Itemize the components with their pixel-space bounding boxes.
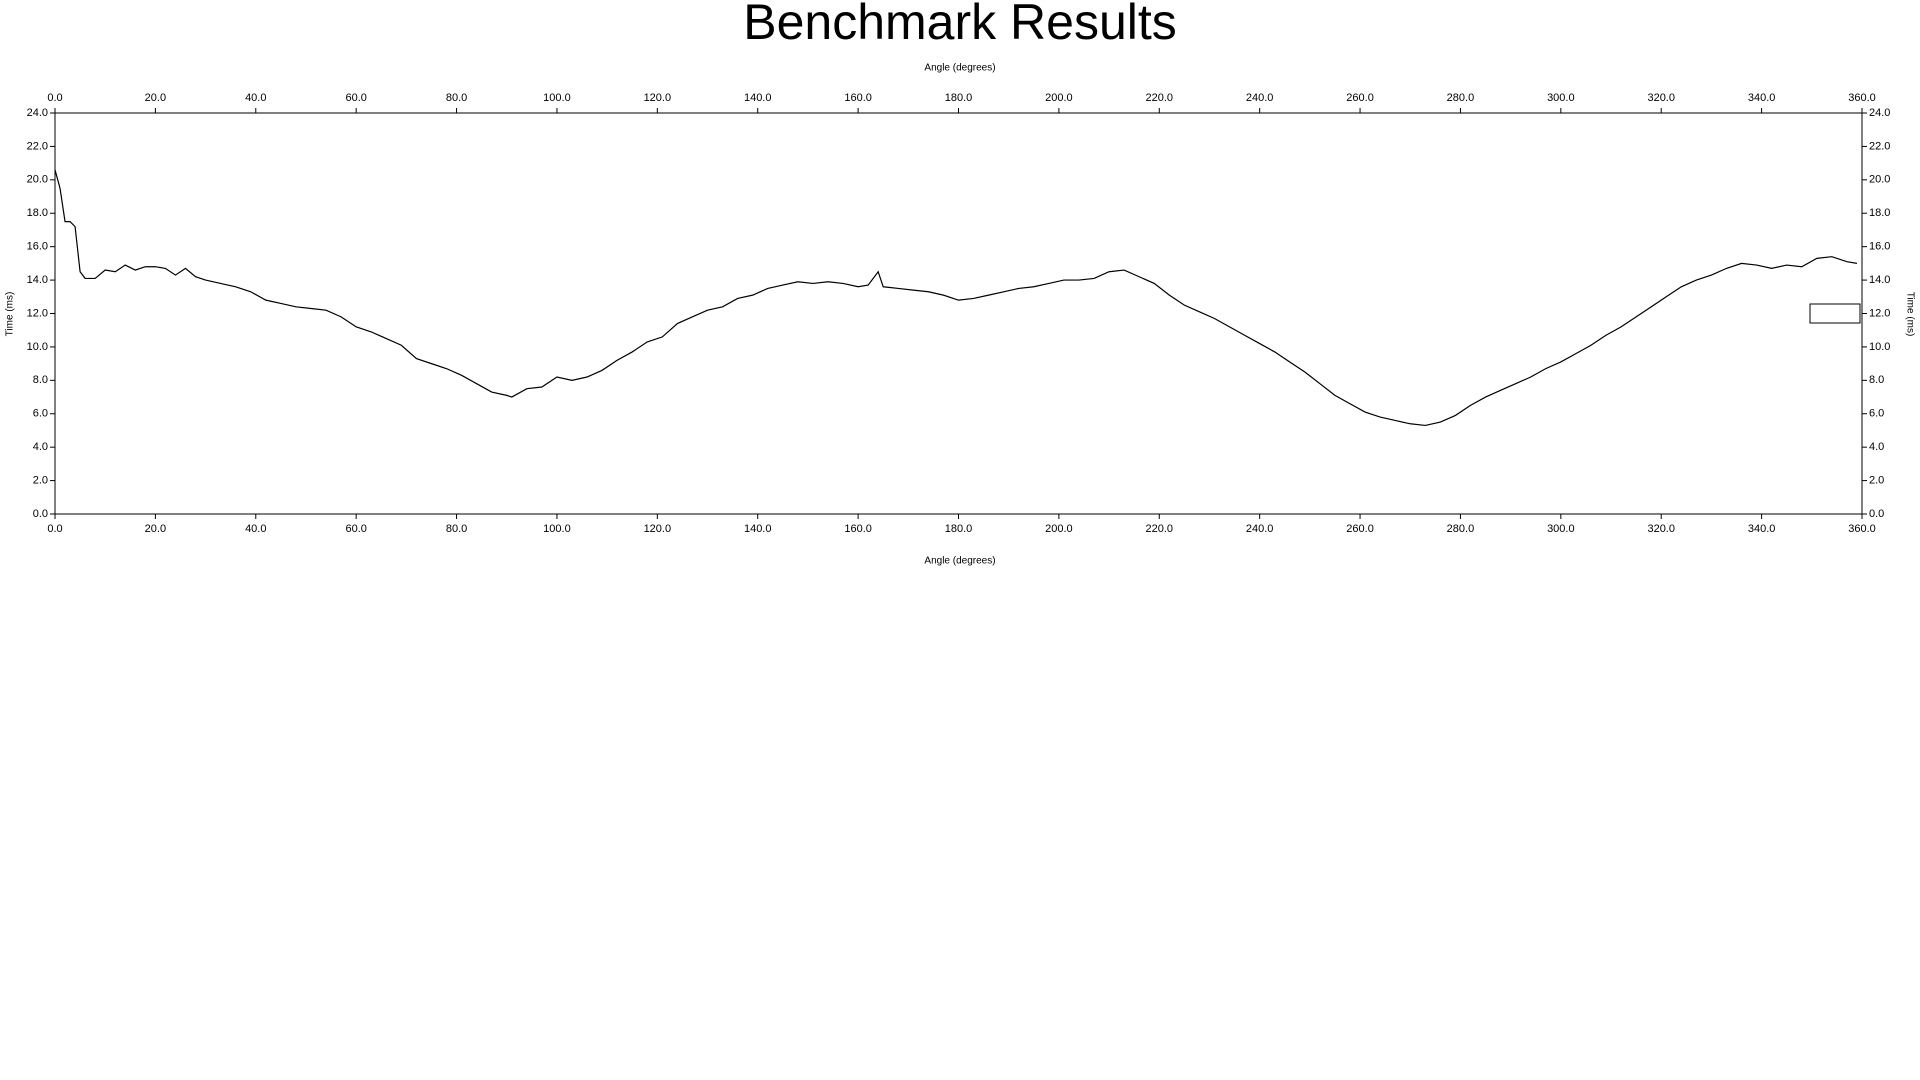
y-tick-label: 12.0 xyxy=(27,307,48,319)
x-tick-label-top: 240.0 xyxy=(1246,92,1274,104)
y-tick-label-right: 18.0 xyxy=(1869,207,1890,219)
x-tick-label-top: 320.0 xyxy=(1647,92,1675,104)
x-tick-label: 60.0 xyxy=(345,523,366,535)
x-tick-label: 240.0 xyxy=(1246,523,1274,535)
y-tick-label-right: 4.0 xyxy=(1869,441,1884,453)
x-axis-label-top: Angle (degrees) xyxy=(924,63,995,74)
x-tick-label: 140.0 xyxy=(744,523,772,535)
x-tick-label: 280.0 xyxy=(1447,523,1475,535)
x-tick-label-top: 140.0 xyxy=(744,92,772,104)
y-tick-label-right: 2.0 xyxy=(1869,474,1884,486)
x-tick-label: 220.0 xyxy=(1146,523,1174,535)
x-tick-label: 0.0 xyxy=(47,523,62,535)
x-tick-label: 300.0 xyxy=(1547,523,1575,535)
y-tick-label-right: 14.0 xyxy=(1869,274,1890,286)
x-tick-label-top: 340.0 xyxy=(1748,92,1776,104)
y-tick-label: 18.0 xyxy=(27,207,48,219)
y-axis-label: Time (ms) xyxy=(5,292,16,337)
y-tick-label: 24.0 xyxy=(27,107,48,119)
y-tick-label-right: 8.0 xyxy=(1869,374,1884,386)
x-tick-label: 180.0 xyxy=(945,523,973,535)
y-tick-label: 8.0 xyxy=(33,374,48,386)
x-tick-label: 200.0 xyxy=(1045,523,1073,535)
x-tick-label: 40.0 xyxy=(245,523,266,535)
y-axis-label-right: Time (ms) xyxy=(1904,292,1915,337)
y-tick-label-right: 12.0 xyxy=(1869,307,1890,319)
y-tick-label-right: 22.0 xyxy=(1869,140,1890,152)
x-tick-label-top: 0.0 xyxy=(47,92,62,104)
data-line xyxy=(54,169,1858,427)
x-tick-label-top: 300.0 xyxy=(1547,92,1575,104)
y-tick-label: 20.0 xyxy=(27,174,48,186)
x-tick-label-top: 100.0 xyxy=(543,92,571,104)
x-tick-label: 340.0 xyxy=(1748,523,1776,535)
x-tick-label: 20.0 xyxy=(145,523,166,535)
y-tick-label: 4.0 xyxy=(33,441,48,453)
y-tick-label-right: 16.0 xyxy=(1869,241,1890,253)
x-tick-label-top: 120.0 xyxy=(644,92,672,104)
y-tick-label: 22.0 xyxy=(27,140,48,152)
x-tick-label-top: 200.0 xyxy=(1045,92,1073,104)
x-tick-label-top: 220.0 xyxy=(1146,92,1174,104)
y-tick-label-right: 0.0 xyxy=(1869,508,1884,520)
y-tick-label: 10.0 xyxy=(27,341,48,353)
x-tick-label: 80.0 xyxy=(446,523,467,535)
x-tick-label: 100.0 xyxy=(543,523,571,535)
x-tick-label: 260.0 xyxy=(1346,523,1374,535)
y-tick-label-right: 10.0 xyxy=(1869,341,1890,353)
chart-title: Benchmark Results xyxy=(743,0,1177,50)
x-tick-label: 320.0 xyxy=(1647,523,1675,535)
x-tick-label: 160.0 xyxy=(844,523,872,535)
x-tick-label: 120.0 xyxy=(644,523,672,535)
legend-box xyxy=(1809,303,1861,324)
y-tick-label: 16.0 xyxy=(27,241,48,253)
x-tick-label-top: 60.0 xyxy=(345,92,366,104)
y-tick-label-right: 24.0 xyxy=(1869,107,1890,119)
x-tick-label-top: 280.0 xyxy=(1447,92,1475,104)
y-tick-label: 6.0 xyxy=(33,408,48,420)
y-tick-label: 2.0 xyxy=(33,474,48,486)
x-tick-label-top: 40.0 xyxy=(245,92,266,104)
x-axis-label: Angle (degrees) xyxy=(924,556,995,567)
y-tick-label-right: 6.0 xyxy=(1869,408,1884,420)
plot-frame xyxy=(54,112,1863,515)
x-tick-label-top: 360.0 xyxy=(1848,92,1876,104)
x-tick-label-top: 80.0 xyxy=(446,92,467,104)
y-tick-label-right: 20.0 xyxy=(1869,174,1890,186)
y-tick-label: 14.0 xyxy=(27,274,48,286)
x-tick-label-top: 260.0 xyxy=(1346,92,1374,104)
y-tick-label: 0.0 xyxy=(33,508,48,520)
x-tick-label-top: 160.0 xyxy=(844,92,872,104)
x-tick-label-top: 180.0 xyxy=(945,92,973,104)
x-tick-label-top: 20.0 xyxy=(145,92,166,104)
x-tick-label: 360.0 xyxy=(1848,523,1876,535)
